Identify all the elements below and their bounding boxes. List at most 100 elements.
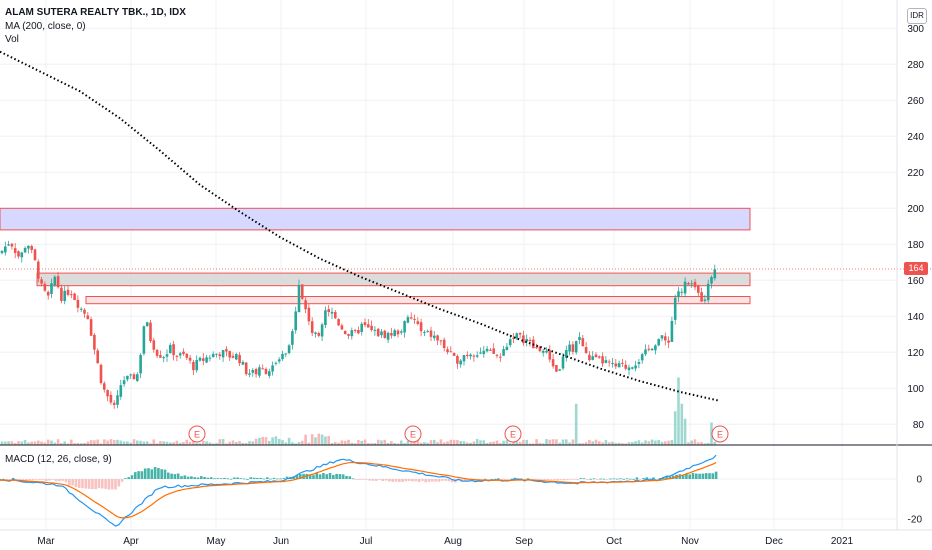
volume-bar [231, 440, 235, 445]
macd-histogram-bar [338, 474, 342, 479]
volume-bar [647, 441, 651, 445]
macd-histogram-bar [440, 479, 444, 481]
volume-bar [700, 442, 703, 445]
candle-body [680, 291, 684, 293]
macd-pane [0, 454, 897, 527]
time-tick-label: Nov [681, 536, 699, 547]
candle-body [538, 346, 542, 352]
candle-body [20, 252, 24, 258]
earnings-circle [188, 425, 206, 443]
candle-body [139, 354, 142, 374]
volume-bar [713, 441, 717, 445]
candle-body [251, 370, 255, 373]
price-tick-label: 80 [913, 420, 925, 431]
time-axis[interactable]: Mar Apr May Jun Jul Aug Sep Oct Nov Dec 2021 [0, 529, 932, 547]
zone-rect [36, 272, 751, 287]
volume-bar [185, 439, 189, 445]
macd-histogram-bar [299, 474, 302, 479]
volume-bar [631, 442, 634, 445]
volume-bar [548, 439, 552, 445]
macd-histogram-bar [31, 479, 35, 481]
macd-histogram-bar [566, 479, 569, 480]
macd-histogram-bar [374, 479, 378, 481]
volume-bar [307, 442, 311, 445]
candle-body [518, 333, 522, 335]
volume-bar [419, 442, 423, 445]
volume-bar [152, 439, 156, 445]
earnings-marker: E [188, 425, 206, 443]
time-tick-label: May [207, 536, 226, 547]
candle-body [677, 291, 680, 298]
volume-bar [561, 439, 565, 445]
candle-body [221, 350, 225, 358]
macd-histogram-bar [68, 479, 71, 486]
volume-bar [525, 439, 528, 445]
macd-histogram-bar [71, 479, 74, 486]
macd-histogram-bar [599, 478, 602, 480]
candle-body [670, 320, 674, 342]
volume-bar [86, 441, 90, 445]
candle-body [271, 365, 274, 372]
candle-body [555, 365, 558, 372]
candle-body [46, 291, 50, 296]
macd-axis[interactable]: -20 0 [908, 475, 923, 526]
candle-body [340, 325, 344, 330]
candle-body [462, 355, 466, 362]
volume-bar [0, 441, 4, 445]
candle-body [611, 363, 614, 365]
volume-bar [644, 440, 647, 445]
volume-bar [495, 440, 499, 445]
candle-body [294, 311, 297, 331]
candle-body [235, 354, 238, 360]
volume-bar [357, 439, 360, 445]
candle-body [343, 331, 347, 335]
volume-bar [680, 403, 684, 445]
price-axis[interactable]: 80 100 120 140 160 180 200 220 240 260 280 300 [896, 0, 925, 530]
earnings-label: E [194, 430, 200, 440]
macd-histogram-bar [77, 479, 81, 488]
candle-body [66, 289, 70, 295]
volume-bar [423, 441, 426, 445]
macd-histogram-bar [609, 478, 612, 480]
candle-body [327, 309, 330, 312]
candle-body [93, 334, 96, 350]
volume-legend[interactable]: Vol [5, 34, 19, 45]
candle-body [83, 309, 86, 314]
macd-histogram-bar [269, 478, 272, 480]
volume-bar [492, 441, 495, 445]
candle-body [261, 368, 264, 370]
macd-histogram-bar [421, 479, 424, 481]
candle-body [119, 385, 123, 397]
macd-histogram-bar [398, 479, 401, 482]
macd-histogram-bar [629, 478, 632, 480]
candle-body [621, 362, 624, 364]
volume-bar [103, 439, 106, 445]
candle-body [73, 293, 76, 301]
macd-legend[interactable]: MACD (12, 26, close, 9) [5, 454, 112, 465]
volume-bar [238, 441, 241, 445]
candle-body [565, 350, 568, 358]
candle-body [693, 281, 697, 288]
macd-histogram-bar [137, 471, 140, 479]
macd-histogram-bar [229, 478, 233, 480]
ma-legend[interactable]: MA (200, close, 0) [5, 21, 86, 32]
volume-bar [660, 441, 664, 445]
candle-body [228, 351, 231, 358]
candle-body [386, 332, 390, 340]
volume-bar [149, 443, 152, 445]
candle-body [116, 395, 119, 405]
volume-bar [301, 440, 304, 445]
currency-badge[interactable]: IDR [907, 8, 927, 24]
time-tick-label: Jun [273, 536, 289, 547]
macd-histogram-bar [490, 478, 493, 480]
macd-histogram-bar [101, 479, 104, 489]
macd-tick-label: 0 [916, 475, 922, 486]
candle-body [363, 322, 367, 326]
candle-body [274, 362, 278, 364]
macd-histogram-bar [114, 479, 117, 490]
candle-body [165, 354, 169, 357]
volume-bar [60, 443, 63, 445]
symbol-title[interactable]: ALAM SUTERA REALTY TBK., 1D, IDX [5, 7, 186, 18]
